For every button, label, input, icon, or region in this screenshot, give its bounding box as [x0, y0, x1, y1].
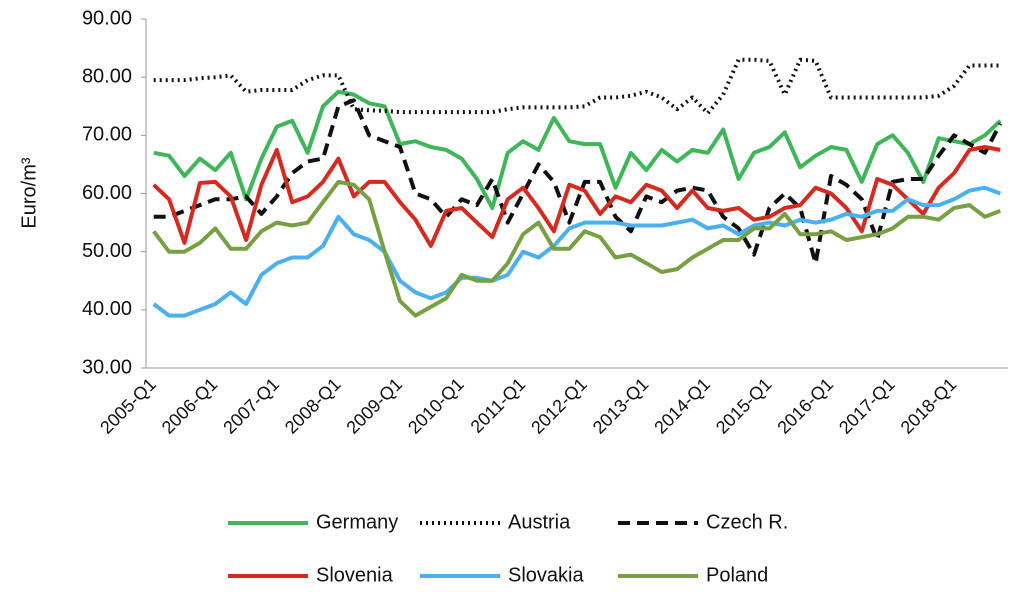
- x-tick-label: 2016-Q1: [773, 374, 837, 438]
- series-line: [153, 98, 1003, 266]
- legend-label: Austria: [508, 511, 571, 533]
- legend-label: Germany: [316, 511, 398, 533]
- x-tick-label: 2017-Q1: [835, 374, 899, 438]
- series-line: [153, 89, 1002, 210]
- x-tick-label: 2009-Q1: [342, 374, 406, 438]
- x-tick-label: 2008-Q1: [281, 374, 345, 438]
- legend-label: Slovenia: [316, 564, 394, 586]
- legend-label: Poland: [706, 564, 768, 586]
- x-tick-label: 2011-Q1: [467, 374, 530, 437]
- y-tick-label: 50.00: [82, 240, 132, 262]
- y-tick-label: 30.00: [82, 356, 132, 378]
- x-tick-label: 2005-Q1: [96, 374, 160, 438]
- x-tick-label: 2014-Q1: [650, 374, 714, 438]
- x-tick-label: 2013-Q1: [589, 374, 653, 438]
- x-tick-label: 2015-Q1: [712, 374, 776, 438]
- series-line: [152, 145, 1001, 248]
- x-tick-label: 2012-Q1: [527, 374, 591, 438]
- x-tick-label: 2006-Q1: [158, 374, 222, 438]
- legend-label: Slovakia: [508, 564, 584, 586]
- y-tick-label: 70.00: [82, 124, 132, 146]
- series-line: [152, 179, 1002, 318]
- x-tick-label: 2010-Q1: [404, 374, 468, 438]
- y-tick-label: 40.00: [82, 298, 132, 320]
- x-tick-label: 2007-Q1: [219, 374, 283, 438]
- series-line: [153, 57, 1001, 116]
- series-line: [152, 185, 1002, 318]
- y-tick-label: 80.00: [82, 65, 132, 87]
- legend-label: Czech R.: [706, 511, 788, 533]
- y-tick-label: 60.00: [82, 182, 132, 204]
- x-tick-label: 2018-Q1: [897, 374, 961, 438]
- y-tick-label: 90.00: [82, 7, 132, 29]
- y-axis-label: Euro/m³: [18, 157, 40, 228]
